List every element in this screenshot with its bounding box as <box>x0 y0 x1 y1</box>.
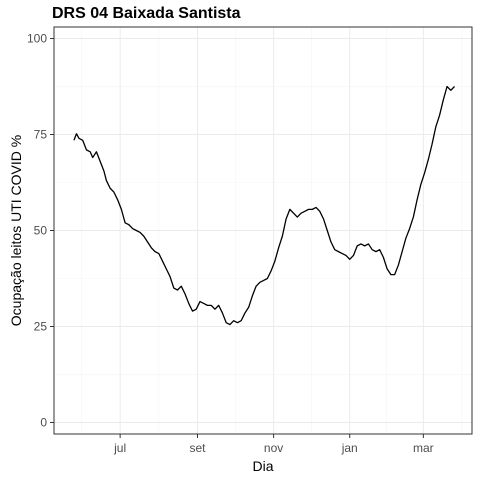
y-tick-label: 25 <box>34 319 48 333</box>
series-layer <box>73 85 455 326</box>
y-tick-label: 0 <box>40 415 47 429</box>
x-tick-label: set <box>189 441 206 455</box>
x-axis-title: Dia <box>252 458 273 474</box>
axis-ticks <box>50 38 424 438</box>
y-tick-label: 50 <box>34 224 48 238</box>
x-tick-label: nov <box>264 441 283 455</box>
major-gridlines <box>54 27 472 434</box>
x-tick-label: mar <box>413 441 434 455</box>
series-line <box>73 85 455 326</box>
chart-title: DRS 04 Baixada Santista <box>52 5 241 22</box>
y-tick-label: 100 <box>27 32 47 46</box>
axis-tick-labels: 0 25 50 75 100 jul set nov jan mar <box>27 32 434 455</box>
x-tick-label: jul <box>113 441 126 455</box>
x-tick-label: jan <box>341 441 358 455</box>
y-tick-label: 75 <box>34 128 48 142</box>
y-axis-title: Ocupação leitos UTI COVID % <box>8 135 24 326</box>
